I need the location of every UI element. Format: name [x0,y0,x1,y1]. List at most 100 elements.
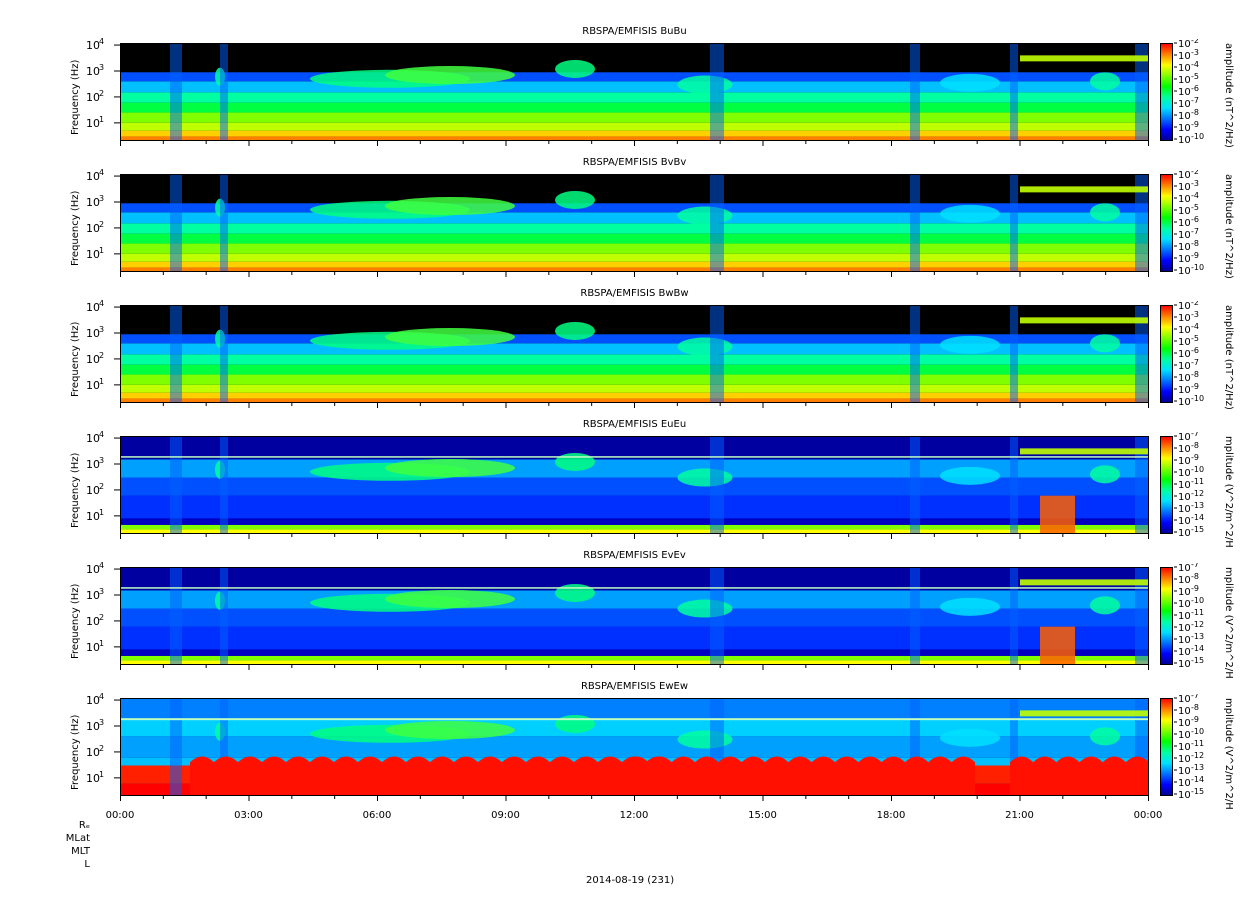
y-tick-exponent: 3 [99,718,104,727]
colorbar-tick-base: 10 [1178,218,1191,229]
colorbar-tick-exponent: -8 [1191,108,1199,117]
emission-feature [385,721,515,740]
emission-feature [940,335,1000,354]
colorbar-tick-exponent: -10 [1191,596,1204,605]
y-tick-exponent: 1 [99,246,104,255]
colorbar-tick-base: 10 [1178,468,1191,479]
colorbar-tick-exponent: -4 [1191,60,1199,69]
colorbar-tick-exponent: -15 [1191,656,1204,665]
emission-feature [1020,579,1149,586]
y-tick-label: 10 [86,458,100,471]
frequency-band [120,174,1149,204]
colorbar-tick-base: 10 [1178,99,1191,110]
burst-feature [910,436,920,534]
colorbar-tick-exponent: -13 [1191,632,1204,641]
frequency-band [120,122,1149,131]
ephemeris-label: MLat [65,833,90,844]
y-tick-exponent: 4 [99,561,104,570]
emission-feature [677,599,733,618]
colorbar-tick-base: 10 [1178,790,1191,801]
colorbar [1160,305,1173,403]
y-axis-label: Frequency (Hz) [70,452,81,528]
panel-title: RBSPA/EMFISIS BuBu [582,26,687,37]
colorbar-tick-base: 10 [1178,123,1191,134]
burst-feature [170,567,182,665]
colorbar-tick-base: 10 [1178,39,1191,50]
emission-feature [940,728,1000,747]
colorbar-tick-exponent: -15 [1191,525,1204,534]
colorbar-tick-base: 10 [1178,563,1191,574]
colorbar-tick-exponent: -8 [1191,239,1199,248]
y-tick-label: 10 [86,196,100,209]
colorbar-label: mplitude (V^2/m^2/H [1223,567,1234,679]
burst-feature [1135,305,1149,403]
frequency-band [120,477,1149,496]
colorbar-label: amplitude (nT^2/Hz) [1223,305,1234,410]
ephemeris-label: L [84,859,90,870]
colorbar-tick-base: 10 [1178,706,1191,717]
frequency-band [120,267,1149,272]
x-tick-label: 15:00 [748,810,777,821]
y-tick-exponent: 3 [99,456,104,465]
x-ticks [120,272,1149,277]
x-ticks [120,403,1149,408]
emission-feature [555,59,595,78]
y-tick-exponent: 4 [99,168,104,177]
emission-feature [1010,756,1149,796]
y-tick-exponent: 3 [99,587,104,596]
emission-feature [1040,626,1075,665]
emission-feature [677,337,733,356]
colorbar-label: mplitude (V^2/m^2/H [1223,698,1234,810]
colorbar-tick-base: 10 [1178,778,1191,789]
emission-feature [677,206,733,225]
x-tick-label: 18:00 [877,810,906,821]
burst-feature [910,43,920,141]
colorbar-tick-exponent: -12 [1191,489,1204,498]
burst-feature [170,174,182,272]
colorbar-tick-exponent: -9 [1191,715,1199,724]
colorbar-tick-exponent: -10 [1191,465,1204,474]
emission-feature [385,590,515,609]
colorbar-tick-base: 10 [1178,647,1191,658]
y-tick-label: 10 [86,746,100,759]
y-axis-label: Frequency (Hz) [70,714,81,790]
emission-feature [1090,727,1120,746]
y-tick-label: 10 [86,720,100,733]
burst-feature [170,436,182,534]
frequency-band [120,392,1149,399]
colorbar-tick-base: 10 [1178,373,1191,384]
frequency-band [120,374,1149,385]
colorbar-tick-exponent: -10 [1191,132,1204,141]
burst-feature [1010,174,1018,272]
y-tick-label: 10 [86,772,100,785]
frequency-band [120,698,1149,719]
emission-line [120,456,1149,458]
emission-feature [1020,317,1149,324]
burst-feature [910,305,920,403]
colorbar-tick-exponent: -11 [1191,608,1204,617]
burst-feature [1135,43,1149,141]
colorbar-tick-exponent: -7 [1191,358,1199,367]
emission-feature [940,597,1000,616]
plot-frame [120,305,1149,403]
frequency-band [120,72,1149,82]
emission-feature [940,204,1000,223]
colorbar-tick-exponent: -3 [1191,179,1199,188]
y-tick-label: 10 [86,641,100,654]
y-tick-exponent: 3 [99,325,104,334]
burst-feature [710,43,724,141]
x-tick-label: 12:00 [620,810,649,821]
burst-feature [710,174,724,272]
y-tick-label: 10 [86,694,100,707]
emission-feature [940,466,1000,485]
y-tick-label: 10 [86,563,100,576]
y-axis-label: Frequency (Hz) [70,583,81,659]
burst-feature [1135,567,1149,665]
colorbar-tick-base: 10 [1178,587,1191,598]
colorbar-tick-exponent: -7 [1191,694,1199,700]
